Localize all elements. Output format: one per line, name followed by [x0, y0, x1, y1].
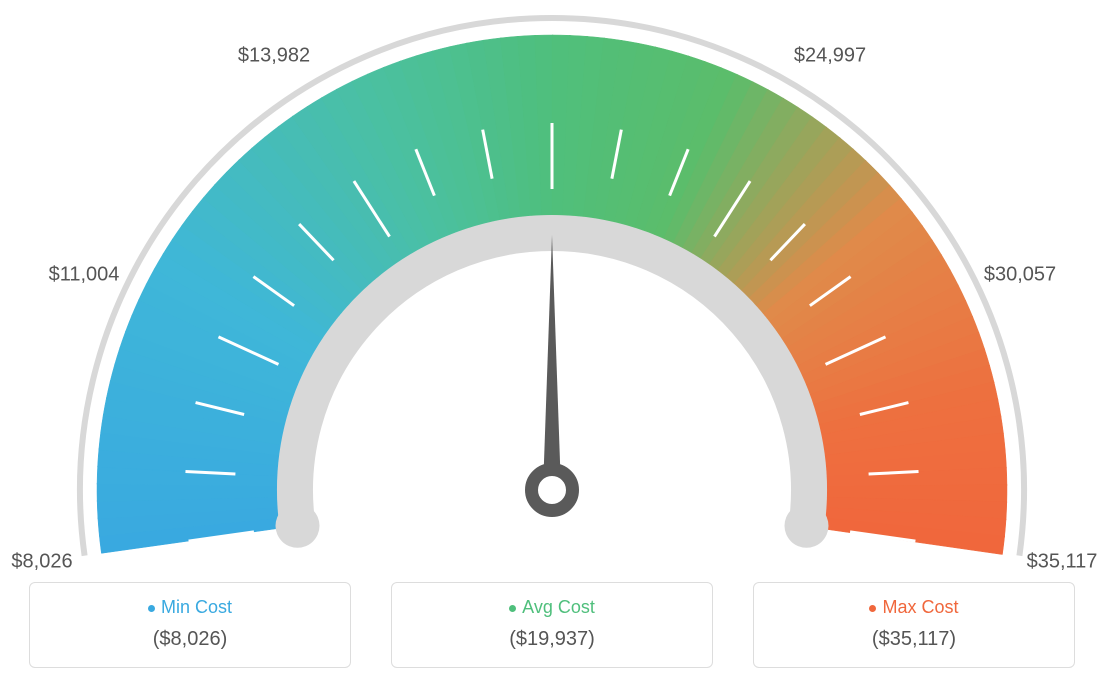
legend-card-value: ($19,937): [402, 628, 702, 651]
gauge-tick-label: $24,997: [794, 45, 866, 68]
legend-card-value: ($8,026): [40, 628, 340, 651]
legend-card-value: ($35,117): [764, 628, 1064, 651]
legend-card-title: Max Cost: [764, 597, 1064, 618]
gauge-tick-label: $30,057: [984, 264, 1056, 287]
gauge-tick-label: $8,026: [11, 550, 72, 573]
legend-card: Avg Cost ($19,937): [391, 582, 713, 668]
gauge-tick-label: $11,004: [49, 264, 120, 287]
legend-card-title: Avg Cost: [402, 597, 702, 618]
gauge-chart-container: $8,026$11,004$13,982$19,937$24,997$30,05…: [0, 0, 1104, 690]
legend-row: Min Cost ($8,026) Avg Cost ($19,937) Max Cos…: [0, 582, 1104, 668]
legend-dot-icon: [869, 605, 876, 612]
legend-card-title-text: Max Cost: [882, 597, 958, 617]
legend-card-title: Min Cost: [40, 597, 340, 618]
gauge-tick-label: $13,982: [238, 45, 310, 68]
legend-card-title-text: Min Cost: [161, 597, 232, 617]
legend-card: Min Cost ($8,026): [29, 582, 351, 668]
legend-card-title-text: Avg Cost: [522, 597, 595, 617]
gauge-tick-label: $35,117: [1027, 550, 1098, 573]
legend-dot-icon: [509, 605, 516, 612]
gauge-needle: [532, 235, 573, 511]
legend-card: Max Cost ($35,117): [753, 582, 1075, 668]
legend-dot-icon: [148, 605, 155, 612]
